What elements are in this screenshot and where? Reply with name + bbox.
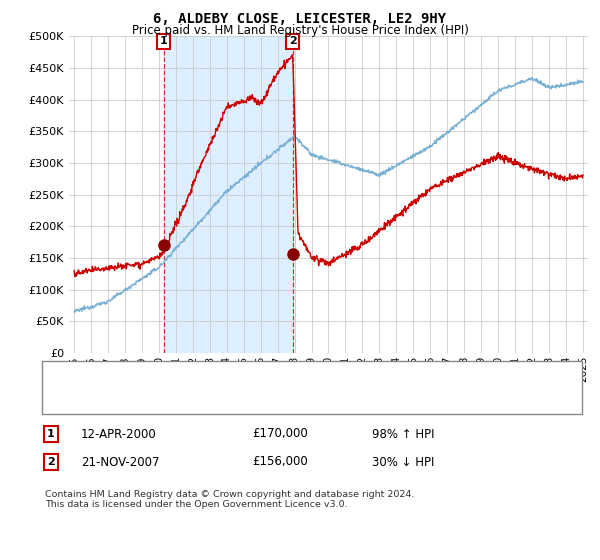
Text: HPI: Average price, detached house, Leicester: HPI: Average price, detached house, Leic…: [84, 395, 341, 405]
Text: 6, ALDEBY CLOSE, LEICESTER, LE2 9HY: 6, ALDEBY CLOSE, LEICESTER, LE2 9HY: [154, 12, 446, 26]
Bar: [164, 36, 293, 353]
Text: 12-APR-2000: 12-APR-2000: [81, 427, 157, 441]
Text: 21-NOV-2007: 21-NOV-2007: [81, 455, 160, 469]
Text: —: —: [54, 390, 73, 409]
Text: 98% ↑ HPI: 98% ↑ HPI: [372, 427, 434, 441]
Text: 6, ALDEBY CLOSE, LEICESTER, LE2 9HY (detached house): 6, ALDEBY CLOSE, LEICESTER, LE2 9HY (det…: [84, 372, 403, 382]
Text: £170,000: £170,000: [252, 427, 308, 441]
Text: —: —: [54, 368, 73, 387]
Text: 30% ↓ HPI: 30% ↓ HPI: [372, 455, 434, 469]
Text: Price paid vs. HM Land Registry's House Price Index (HPI): Price paid vs. HM Land Registry's House …: [131, 24, 469, 36]
Text: Contains HM Land Registry data © Crown copyright and database right 2024.
This d: Contains HM Land Registry data © Crown c…: [45, 490, 415, 510]
Text: £156,000: £156,000: [252, 455, 308, 469]
Text: 2: 2: [289, 36, 296, 46]
Text: 1: 1: [160, 36, 167, 46]
Text: 2: 2: [47, 457, 55, 467]
Text: 1: 1: [47, 429, 55, 439]
